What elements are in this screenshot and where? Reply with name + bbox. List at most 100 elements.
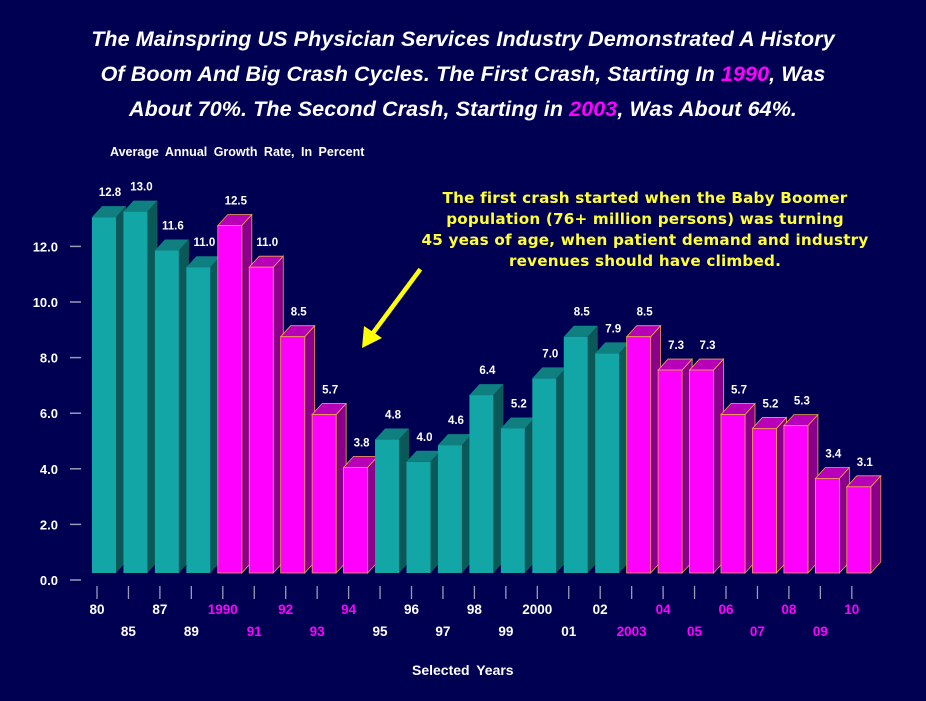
bar-value-label: 8.5 <box>637 307 654 319</box>
bar-value-label: 5.7 <box>731 385 747 397</box>
bar-top <box>469 384 504 396</box>
title-line-2: Of Boom And Big Crash Cycles. The First … <box>0 57 926 92</box>
bar-value-label: 5.2 <box>762 398 778 410</box>
x-axis: 80 85 87 89 1990 91 92 93 94 95 96 97 98 99 2000 01 02 20… <box>89 586 859 639</box>
bar-value-label: 12.5 <box>225 196 248 208</box>
bar-value-label: 12.8 <box>99 187 122 199</box>
bar-value-label: 7.3 <box>700 340 716 352</box>
x-tick-label: 94 <box>341 602 357 617</box>
bar-top <box>406 450 441 462</box>
bar-value-label: 4.6 <box>448 415 464 427</box>
bar-top <box>532 367 567 379</box>
bar-front <box>626 336 652 574</box>
bar <box>500 417 535 573</box>
bar-front <box>186 267 211 573</box>
bar-top <box>500 417 535 429</box>
bar-top <box>595 342 630 354</box>
x-tick-label: 87 <box>152 602 167 617</box>
bar-value-label: 13.0 <box>130 182 152 194</box>
x-tick-label: 92 <box>278 602 293 617</box>
x-tick-label: 10 <box>844 602 859 617</box>
title-line-2-end: , Was <box>769 62 826 86</box>
bar-top <box>92 206 126 218</box>
bar-front <box>532 378 557 573</box>
chart-subtitle: Average Annual Growth Rate, In Percent <box>110 145 365 159</box>
x-tick-label: 99 <box>498 624 513 639</box>
y-axis: 0.0 2.0 4.0 6.0 8.0 10.0 12.0 <box>33 239 81 588</box>
bars <box>92 200 882 575</box>
x-tick-label: 08 <box>781 602 797 617</box>
bar-value-label: 8.5 <box>291 307 308 319</box>
bar <box>563 325 598 573</box>
title-line-3-text: About 70%. The Second Crash, Starting in <box>129 97 570 121</box>
bar <box>123 200 158 573</box>
bar-front <box>689 369 714 574</box>
bar <box>657 358 694 575</box>
bar-top <box>375 428 410 440</box>
bar-front <box>814 478 840 574</box>
bar <box>279 324 316 575</box>
bar-value-label: 11.0 <box>193 237 215 249</box>
bar-front <box>92 217 116 573</box>
bar <box>595 342 630 573</box>
title-line-1: The Mainspring US Physician Services Ind… <box>91 27 835 51</box>
bar-value-label: 5.7 <box>322 385 338 397</box>
x-tick-label: 91 <box>247 624 263 639</box>
y-tick-label: 4.0 <box>40 462 58 477</box>
bar-top <box>186 256 221 268</box>
bar <box>751 416 788 575</box>
bar <box>437 434 472 573</box>
x-tick-label: 2003 <box>617 624 648 639</box>
title-line-2-text: Of Boom And Big Crash Cycles. The First … <box>100 62 721 86</box>
bar <box>186 256 221 573</box>
bar <box>469 384 504 573</box>
title-line-3: About 70%. The Second Crash, Starting in… <box>0 92 926 127</box>
bar-front <box>595 353 620 573</box>
x-tick-label: 01 <box>561 624 577 639</box>
bar <box>720 402 756 575</box>
bar-side <box>870 474 882 575</box>
bar <box>248 255 285 575</box>
bar-value-label: 7.3 <box>668 340 684 352</box>
x-tick-label: 07 <box>750 624 765 639</box>
first-crash-year: 1990 <box>720 62 770 86</box>
x-tick-label: 1990 <box>208 602 238 617</box>
bar-front <box>846 486 872 574</box>
bar-front <box>311 414 337 574</box>
bar-top <box>563 325 598 337</box>
bar <box>782 413 819 575</box>
bar-front <box>783 425 809 574</box>
bar <box>375 428 410 573</box>
x-tick-label: 98 <box>467 602 483 617</box>
bar-value-label: 8.5 <box>574 307 591 319</box>
title-line-3-end: , Was About 64%. <box>617 97 797 121</box>
bar-top <box>437 434 472 446</box>
bar-value-label: 3.1 <box>857 457 874 469</box>
x-tick-label: 80 <box>89 602 104 617</box>
x-tick-label: 2000 <box>522 602 552 617</box>
bar-value-label: 7.0 <box>542 348 558 360</box>
annotation-line-2: population (76+ million persons) was tur… <box>446 210 844 228</box>
bar-value-label: 6.4 <box>479 365 496 377</box>
bar-front <box>469 395 494 573</box>
bar-value-label: 5.3 <box>794 396 810 408</box>
bar-front <box>752 428 777 574</box>
x-tick-label: 04 <box>656 602 672 617</box>
bar-top <box>154 239 189 251</box>
bar-front <box>406 461 431 573</box>
chart-title: The Mainspring US Physician Services Ind… <box>0 22 926 127</box>
bar-value-label: 11.0 <box>256 237 278 249</box>
bar <box>814 466 851 575</box>
bar <box>342 455 379 575</box>
bar-front <box>154 250 179 573</box>
bar-value-label: 7.9 <box>605 323 621 335</box>
annotation-line-3: 45 yeas of age, when patient demand and … <box>421 231 869 249</box>
x-tick-label: 02 <box>593 602 608 617</box>
bar-front <box>217 225 243 574</box>
y-tick-label: 2.0 <box>40 517 58 532</box>
x-tick-label: 85 <box>121 624 137 639</box>
y-tick-label: 6.0 <box>40 406 58 421</box>
x-tick-label: 96 <box>404 602 420 617</box>
bar-front <box>375 439 400 573</box>
